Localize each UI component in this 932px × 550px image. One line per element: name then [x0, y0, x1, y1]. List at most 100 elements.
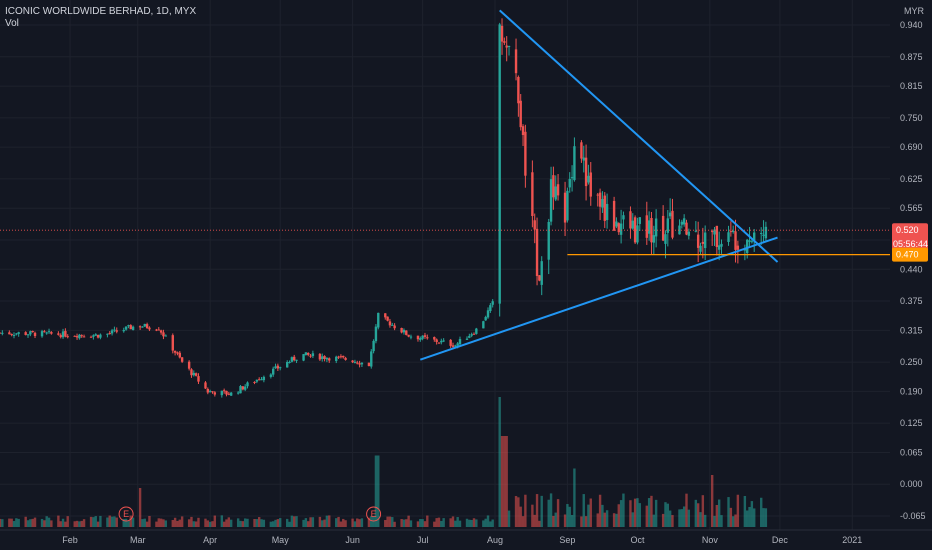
candle-body: [498, 24, 501, 304]
candle-body: [540, 261, 543, 285]
volume-bar: [421, 519, 424, 527]
price-axis[interactable]: MYR 0.940 0.875 0.815 0.750 0.690 0.625 0.565 0.…: [900, 6, 926, 521]
candle-body: [717, 245, 721, 250]
x-tick-label: Feb: [62, 535, 78, 545]
volume-bar: [33, 517, 37, 527]
volume-bar: [405, 519, 408, 527]
candle-body: [764, 226, 768, 239]
volume-bar: [141, 519, 144, 527]
volume-bar: [286, 518, 289, 527]
volume-bar: [449, 518, 452, 527]
volume-bar: [748, 506, 751, 527]
volume-bar: [547, 499, 550, 527]
volume-bar: [243, 518, 247, 527]
volume-bar: [465, 518, 469, 527]
volume-bar: [442, 518, 445, 527]
volume-bar: [554, 512, 557, 527]
candle-body: [636, 225, 639, 243]
volume-bar: [409, 520, 413, 527]
volume-bar: [351, 518, 354, 527]
earnings-marker-label: E: [123, 509, 129, 519]
volume-bar: [472, 518, 476, 527]
candle-body: [440, 340, 443, 343]
x-tick-label: May: [272, 535, 290, 545]
candle-body: [295, 359, 298, 361]
volume-bar: [197, 517, 200, 527]
candle-body: [465, 338, 469, 340]
candle-body: [279, 367, 282, 369]
y-tick-label: 0.625: [900, 174, 923, 184]
trendline-drawings[interactable]: [0, 9, 890, 361]
candle-body: [192, 372, 196, 376]
candle-body: [538, 275, 541, 281]
volume-bar: [482, 520, 485, 527]
volume-bar: [176, 520, 179, 527]
volume-bar: [699, 512, 702, 527]
volume-bar: [279, 518, 282, 527]
candle-body: [405, 330, 408, 335]
candle-body: [671, 210, 674, 238]
volume-bar: [220, 515, 224, 527]
countdown-text: 05:56:44: [893, 239, 928, 249]
candle-body: [687, 231, 691, 236]
candle-body: [82, 336, 86, 338]
volume-bar: [393, 521, 396, 527]
candle-body: [736, 245, 740, 250]
candle-body: [454, 345, 457, 347]
volume-bar: [731, 516, 735, 527]
volume-bar: [236, 518, 240, 527]
candle-body: [164, 335, 167, 337]
candle-body: [633, 217, 637, 243]
volume-bar: [159, 518, 163, 527]
volume-bar: [43, 520, 46, 527]
candle-body: [328, 358, 331, 361]
candle-body: [187, 361, 191, 369]
candle-body: [615, 221, 618, 227]
volume-bar: [696, 503, 700, 527]
candle-body: [584, 157, 588, 187]
candle-body: [17, 332, 20, 334]
candle-body: [358, 363, 361, 365]
volume-bar: [680, 509, 684, 527]
candle-body: [145, 324, 149, 329]
candle-body: [570, 177, 574, 179]
volume-bar: [416, 521, 420, 527]
volume-bar: [1, 519, 4, 527]
candle-body: [746, 239, 749, 253]
candle-body: [703, 232, 707, 249]
volume-bar: [208, 521, 212, 527]
volume-bar: [66, 516, 69, 527]
x-tick-label: Oct: [630, 535, 645, 545]
volume-bar: [239, 520, 242, 527]
candle-body: [531, 172, 534, 217]
time-axis[interactable]: Feb Mar Apr May Jun Jul Aug Sep Oct Nov Dec 2021: [0, 529, 932, 545]
volume-bar: [187, 519, 191, 527]
volume-bar: [615, 513, 618, 527]
volume-bar: [115, 517, 118, 527]
candle-body: [342, 355, 345, 358]
candle-body: [456, 343, 459, 346]
volume-bar: [106, 517, 109, 527]
volume-bar: [654, 499, 658, 527]
candle-body: [423, 335, 427, 337]
candle-body: [92, 335, 95, 337]
candle-body: [131, 326, 135, 330]
chart-legend: ICONIC WORLDWIDE BERHAD, 1D, MYX Vol: [5, 6, 196, 30]
volume-bar: [650, 495, 653, 527]
candle-body: [311, 353, 315, 357]
volume-bar: [318, 516, 322, 527]
volume-bar: [475, 519, 478, 527]
volume-bar: [633, 498, 637, 527]
x-tick-label: Jul: [417, 535, 429, 545]
candle-body: [622, 215, 625, 220]
volume-bar: [647, 498, 651, 527]
candle-body: [596, 194, 599, 196]
candle-body: [356, 362, 359, 364]
candle-body: [335, 356, 338, 362]
y-tick-label: 0.125: [900, 418, 923, 428]
volume-bar: [17, 518, 20, 527]
volume-bar: [601, 504, 604, 527]
candle-body: [288, 361, 291, 363]
